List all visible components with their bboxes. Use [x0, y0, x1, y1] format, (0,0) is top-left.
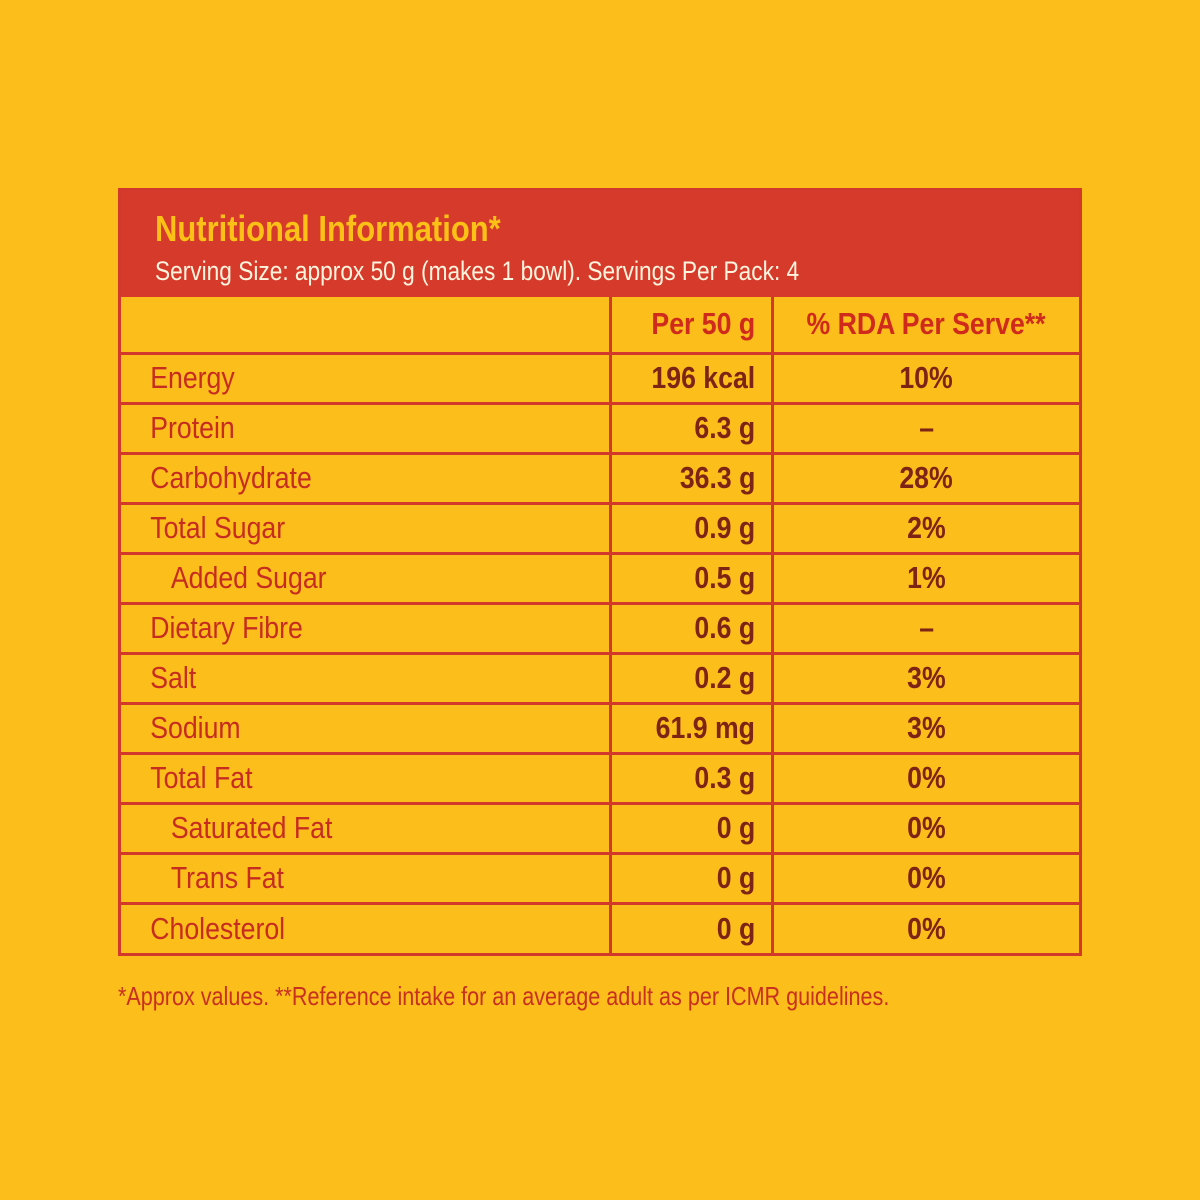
nutrient-value: 0 g: [608, 851, 774, 905]
nutrient-rda: 3%: [770, 701, 1079, 755]
nutrient-label: Carbohydrate: [121, 451, 612, 505]
table-row: Salt 0.2 g 3%: [121, 651, 1079, 705]
panel-title: Nutritional Information*: [155, 208, 501, 249]
nutrient-value: 36.3 g: [608, 451, 774, 505]
nutrient-value: 0.3 g: [608, 751, 774, 805]
table-header-row: Per 50 g % RDA Per Serve**: [121, 297, 1079, 355]
nutrient-rda: –: [770, 601, 1079, 655]
table-row: Carbohydrate 36.3 g 28%: [121, 451, 1079, 505]
nutrient-rda: 0%: [770, 751, 1079, 805]
nutrient-value: 196 kcal: [608, 351, 774, 405]
header-rda: % RDA Per Serve**: [770, 297, 1079, 355]
nutrient-label: Total Fat: [121, 751, 612, 805]
table-row: Saturated Fat 0 g 0%: [121, 801, 1079, 855]
footnote: *Approx values. **Reference intake for a…: [118, 981, 890, 1011]
panel-header: Nutritional Information* Serving Size: a…: [121, 191, 1079, 297]
nutrient-label: Added Sugar: [121, 551, 612, 605]
table-row: Added Sugar 0.5 g 1%: [121, 551, 1079, 605]
nutrient-label: Protein: [121, 401, 612, 455]
header-per-50g: Per 50 g: [608, 297, 774, 355]
header-per-50g-label: Per 50 g: [651, 306, 756, 342]
nutrient-rda: 1%: [770, 551, 1079, 605]
nutrient-rda: 0%: [770, 801, 1079, 855]
nutrient-rda: 3%: [770, 651, 1079, 705]
nutrient-label: Salt: [121, 651, 612, 705]
nutrient-value: 0 g: [608, 801, 774, 855]
table-row: Total Sugar 0.9 g 2%: [121, 501, 1079, 555]
nutrient-value: 0 g: [608, 901, 774, 953]
nutrient-label: Total Sugar: [121, 501, 612, 555]
nutrient-rda: 28%: [770, 451, 1079, 505]
nutrient-value: 0.6 g: [608, 601, 774, 655]
nutrient-rda: 0%: [770, 851, 1079, 905]
nutrient-label: Cholesterol: [121, 901, 612, 953]
header-nutrient: [121, 297, 612, 355]
nutrient-label: Sodium: [121, 701, 612, 755]
nutrient-value: 6.3 g: [608, 401, 774, 455]
nutrient-value: 0.9 g: [608, 501, 774, 555]
nutrient-rda: 10%: [770, 351, 1079, 405]
table-row: Energy 196 kcal 10%: [121, 351, 1079, 405]
nutrient-label: Energy: [121, 351, 612, 405]
serving-size-text: Serving Size: approx 50 g (makes 1 bowl)…: [155, 256, 800, 286]
nutrient-label: Saturated Fat: [121, 801, 612, 855]
nutrient-value: 61.9 mg: [608, 701, 774, 755]
table-row: Trans Fat 0 g 0%: [121, 851, 1079, 905]
nutrient-label: Trans Fat: [121, 851, 612, 905]
table-row: Dietary Fibre 0.6 g –: [121, 601, 1079, 655]
header-rda-label: % RDA Per Serve**: [806, 306, 1046, 342]
table-row: Sodium 61.9 mg 3%: [121, 701, 1079, 755]
table-row: Protein 6.3 g –: [121, 401, 1079, 455]
table-row: Cholesterol 0 g 0%: [121, 901, 1079, 953]
nutrient-rda: 0%: [770, 901, 1079, 953]
nutrition-panel: Nutritional Information* Serving Size: a…: [118, 188, 1082, 956]
nutrient-rda: –: [770, 401, 1079, 455]
nutrient-label: Dietary Fibre: [121, 601, 612, 655]
nutrient-value: 0.2 g: [608, 651, 774, 705]
nutrition-table: Per 50 g % RDA Per Serve** Energy 196 kc…: [121, 297, 1079, 953]
nutrient-rda: 2%: [770, 501, 1079, 555]
nutrient-value: 0.5 g: [608, 551, 774, 605]
table-row: Total Fat 0.3 g 0%: [121, 751, 1079, 805]
